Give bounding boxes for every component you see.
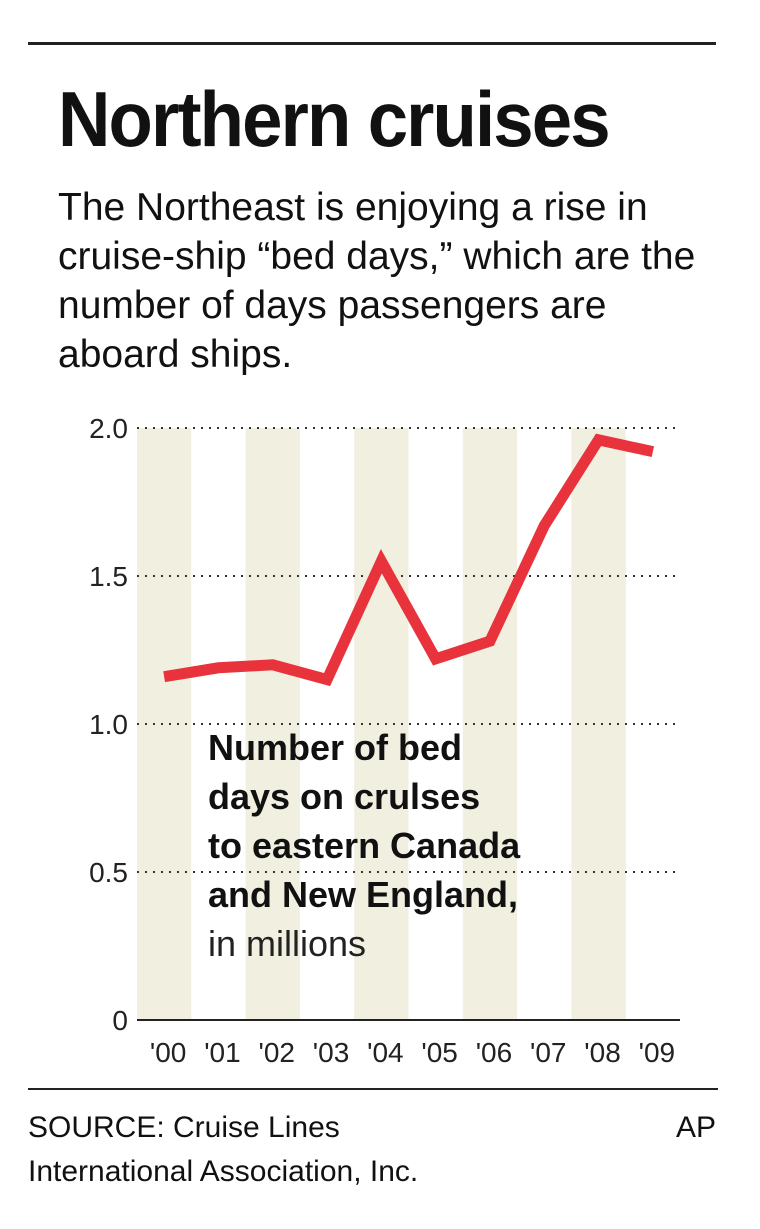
annotation-line: to eastern Canada bbox=[208, 825, 521, 866]
x-tick-label: '01 bbox=[204, 1037, 241, 1068]
x-tick-label: '03 bbox=[313, 1037, 350, 1068]
chart-subtitle: The Northeast is enjoying a rise in crui… bbox=[58, 186, 696, 376]
x-tick-label: '08 bbox=[584, 1037, 621, 1068]
source-line-2: International Association, Inc. bbox=[28, 1155, 419, 1188]
x-tick-label: '00 bbox=[150, 1037, 187, 1068]
column-band bbox=[354, 428, 409, 1020]
annotation-line: Number of bed bbox=[208, 727, 462, 768]
y-tick-label: 2.0 bbox=[89, 413, 128, 444]
credit-label: AP bbox=[675, 1111, 716, 1144]
y-tick-label: 0.5 bbox=[89, 857, 128, 888]
x-tick-label: '04 bbox=[367, 1037, 404, 1068]
x-tick-label: '09 bbox=[639, 1037, 676, 1068]
annotation-line: and New England, bbox=[208, 874, 518, 915]
top-rule bbox=[28, 42, 716, 45]
annotation-unit: in millions bbox=[208, 923, 366, 964]
y-tick-label: 0 bbox=[112, 1005, 128, 1036]
series-annotation: Number of bed days on crulses to eastern C… bbox=[208, 727, 521, 964]
x-tick-labels: '00 '01 '02 '03 '04 '05 '06 '07 '08 '09 bbox=[150, 1037, 675, 1068]
annotation-line: days on crulses bbox=[208, 776, 480, 817]
bottom-rule bbox=[28, 1088, 718, 1090]
x-tick-label: '05 bbox=[421, 1037, 458, 1068]
series-line-bed-days bbox=[163, 433, 655, 687]
source-note: SOURCE: Cruise Lines International Assoc… bbox=[28, 1106, 528, 1194]
y-tick-label: 1.0 bbox=[89, 709, 128, 740]
column-band bbox=[571, 428, 626, 1020]
y-tick-label: 1.5 bbox=[89, 561, 128, 592]
y-tick-labels: 0 0.5 1.0 1.5 2.0 bbox=[89, 413, 128, 1036]
x-tick-label: '07 bbox=[530, 1037, 567, 1068]
chart-title: Northern cruises bbox=[58, 75, 611, 163]
x-tick-label: '06 bbox=[476, 1037, 513, 1068]
x-tick-label: '02 bbox=[259, 1037, 296, 1068]
source-line-1: SOURCE: Cruise Lines bbox=[28, 1111, 340, 1144]
column-bands bbox=[137, 428, 626, 1020]
